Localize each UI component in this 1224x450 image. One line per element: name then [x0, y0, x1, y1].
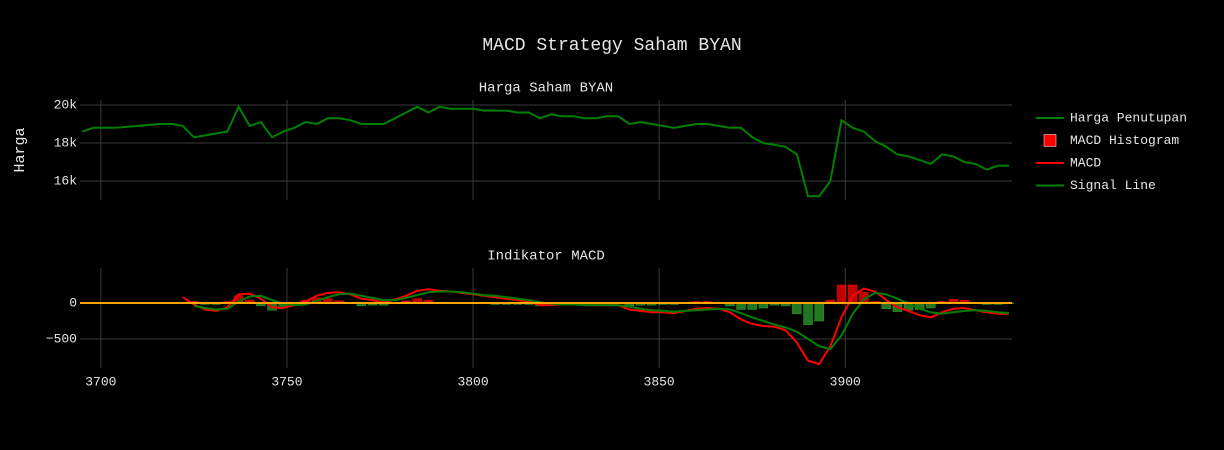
histogram-bar — [814, 302, 824, 322]
legend-label: Signal Line — [1070, 178, 1156, 193]
y-tick-label: 0 — [69, 295, 77, 310]
y-tick-label: −500 — [46, 331, 77, 346]
histogram-bar — [836, 284, 847, 304]
legend-item[interactable]: MACD — [1036, 155, 1101, 170]
legend-label: MACD Histogram — [1070, 133, 1179, 148]
x-tick-label: 3750 — [271, 374, 302, 389]
x-tick-label: 3850 — [644, 374, 675, 389]
series-line — [193, 290, 1010, 351]
legend-item[interactable]: Harga Penutupan — [1036, 110, 1187, 125]
y-tick-label: 18k — [54, 135, 78, 150]
legend-item[interactable]: Signal Line — [1036, 178, 1156, 193]
legend-swatch — [1043, 134, 1057, 147]
legend-label: Harga Penutupan — [1070, 110, 1187, 125]
plot-area — [80, 284, 1014, 366]
series-line — [81, 104, 1009, 198]
x-tick-label: 3800 — [457, 374, 488, 389]
y-tick-label: 16k — [54, 173, 78, 188]
chart-title: MACD Strategy Saham BYAN — [482, 36, 741, 56]
x-tick-label: 3700 — [85, 374, 116, 389]
y-axis-title: Harga — [12, 127, 29, 172]
histogram-bar — [792, 302, 802, 315]
x-tick-label: 3900 — [830, 374, 861, 389]
histogram-bar — [803, 302, 813, 325]
y-tick-label: 20k — [54, 97, 78, 112]
plot-area — [81, 104, 1009, 198]
legend-label: MACD — [1070, 155, 1101, 170]
subplot-title: Indikator MACD — [487, 249, 605, 265]
subplot-title: Harga Saham BYAN — [479, 81, 613, 97]
series-line — [182, 287, 1009, 366]
legend-item[interactable]: MACD Histogram — [1043, 133, 1179, 148]
